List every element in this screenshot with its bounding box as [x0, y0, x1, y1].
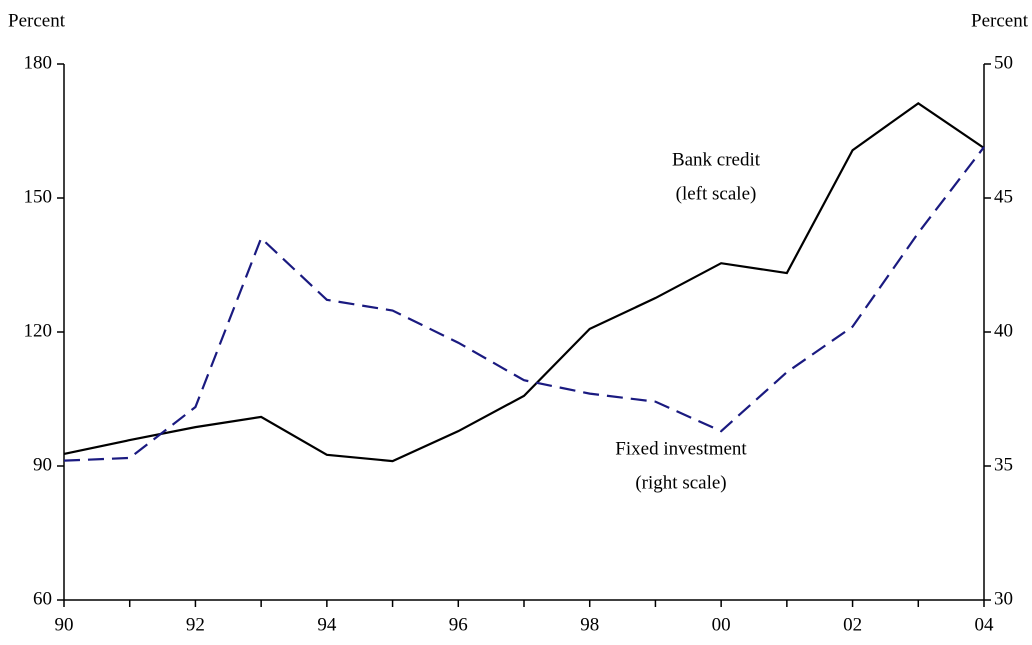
- x-tick-label: 94: [317, 614, 337, 635]
- series-line: [63, 101, 985, 463]
- y2-tick-label: 35: [994, 454, 1013, 475]
- x-tick-label: 04: [975, 614, 995, 635]
- y-tick-label: 90: [33, 454, 52, 475]
- x-tick-label: 96: [449, 614, 468, 635]
- x-tick-label: 98: [580, 614, 599, 635]
- y2-tick-label: 30: [994, 588, 1013, 609]
- y-tick-label: 120: [24, 320, 53, 341]
- y2-axis-label: Percent: [971, 10, 1029, 31]
- annotation: Bank credit: [672, 149, 761, 170]
- y-axis-label: Percent: [8, 10, 66, 31]
- y2-tick-label: 40: [994, 320, 1013, 341]
- y-tick-label: 150: [24, 186, 53, 207]
- x-tick-label: 90: [55, 614, 74, 635]
- y2-tick-label: 45: [994, 186, 1013, 207]
- y-tick-label: 180: [24, 52, 53, 73]
- annotation: (left scale): [676, 183, 757, 204]
- y-tick-label: 60: [33, 588, 52, 609]
- annotation: (right scale): [635, 472, 726, 493]
- x-tick-label: 92: [186, 614, 205, 635]
- series-line: [63, 146, 985, 462]
- annotation: Fixed investment: [615, 438, 747, 459]
- x-tick-label: 02: [843, 614, 862, 635]
- y2-tick-label: 50: [994, 52, 1013, 73]
- x-tick-label: 00: [712, 614, 731, 635]
